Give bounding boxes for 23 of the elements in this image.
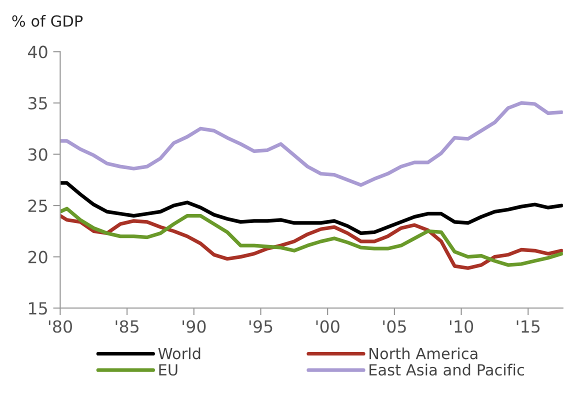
y-tick-label: 35 (28, 96, 47, 110)
y-tick-label: 15 (29, 302, 47, 315)
x-tick-label: '15 (516, 320, 540, 333)
x-tick-label: '90 (182, 320, 206, 333)
legend-label: World (158, 347, 200, 360)
y-tick-label: 30 (28, 148, 48, 161)
x-tick-label: '80 (48, 320, 72, 333)
line-series (60, 214, 563, 270)
y-tick-label: 40 (28, 46, 48, 58)
line-series (60, 181, 563, 236)
y-tick-label: 25 (28, 199, 47, 212)
x-tick-label: '10 (450, 320, 474, 333)
x-tick-label: '00 (316, 320, 340, 333)
line-series (60, 101, 563, 187)
y-axis-title: % of GDP (12, 14, 83, 27)
y-tick-label: 20 (28, 250, 48, 264)
x-tick-label: '85 (116, 320, 138, 333)
legend-label: North America (370, 347, 478, 360)
legend-label: East Asia and Pacific (370, 364, 524, 376)
legend-label: EU (159, 364, 178, 376)
x-tick-label: '95 (249, 320, 272, 333)
x-tick-label: '05 (383, 320, 406, 333)
line-series (60, 206, 563, 267)
